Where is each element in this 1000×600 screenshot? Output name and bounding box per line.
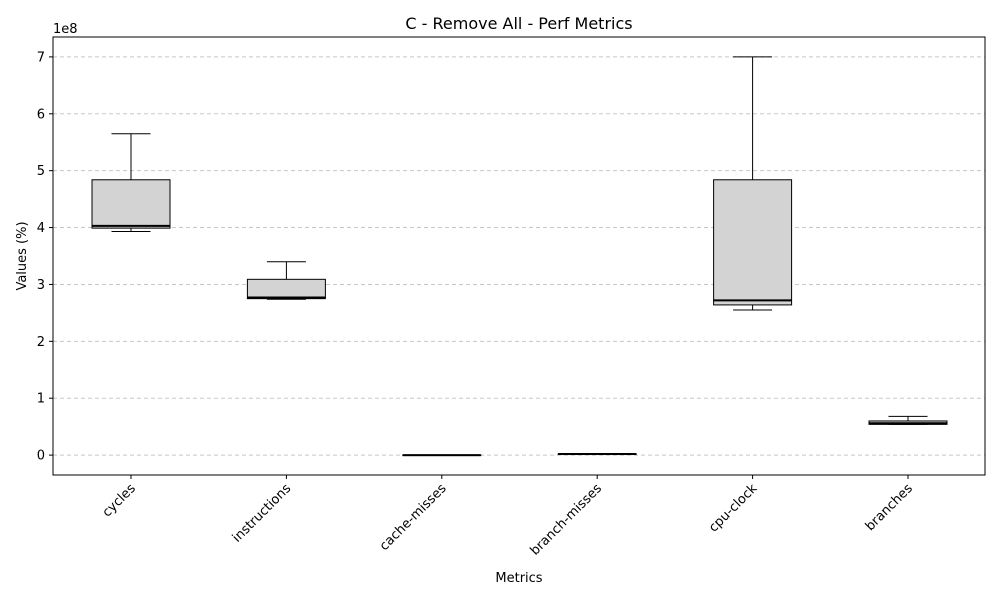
y-axis-label: Values (%) [15, 221, 30, 290]
y-tick-label: 5 [37, 164, 45, 179]
y-tick-label: 7 [37, 50, 45, 65]
chart-title: C - Remove All - Perf Metrics [405, 14, 632, 33]
x-axis: cycles instructions cache-misses branch-mis… [100, 475, 916, 559]
x-tick-label: cache-misses [377, 481, 450, 554]
y-tick-label: 2 [37, 335, 45, 350]
y-axis: 0 1 2 3 4 5 6 7 [37, 50, 53, 464]
iqr-box [246, 278, 326, 300]
box-instructions [246, 261, 326, 300]
x-axis-label: Metrics [495, 571, 542, 586]
box-branches [868, 415, 948, 425]
iqr-box [91, 179, 171, 229]
y-tick-label: 4 [37, 221, 45, 236]
boxes [91, 56, 948, 457]
grid-lines [53, 56, 985, 456]
y-tick-label: 3 [37, 278, 45, 293]
x-tick-label: branches [863, 481, 916, 534]
y-tick-label: 1 [37, 392, 45, 407]
y-tick-label: 6 [37, 107, 45, 122]
iqr-box [713, 179, 793, 306]
x-tick-label: branch-misses [528, 481, 606, 559]
plot-frame [52, 36, 986, 476]
box-branch-misses [557, 452, 637, 456]
x-tick-label: instructions [230, 481, 295, 546]
x-tick-label: cpu-clock [706, 481, 761, 536]
y-tick-label: 0 [37, 449, 45, 464]
y-axis-offset-label: 1e8 [53, 22, 78, 37]
box-cpu-clock [713, 56, 793, 311]
box-cycles [91, 133, 171, 233]
box-cache-misses [402, 454, 482, 457]
x-tick-label: cycles [100, 481, 139, 520]
